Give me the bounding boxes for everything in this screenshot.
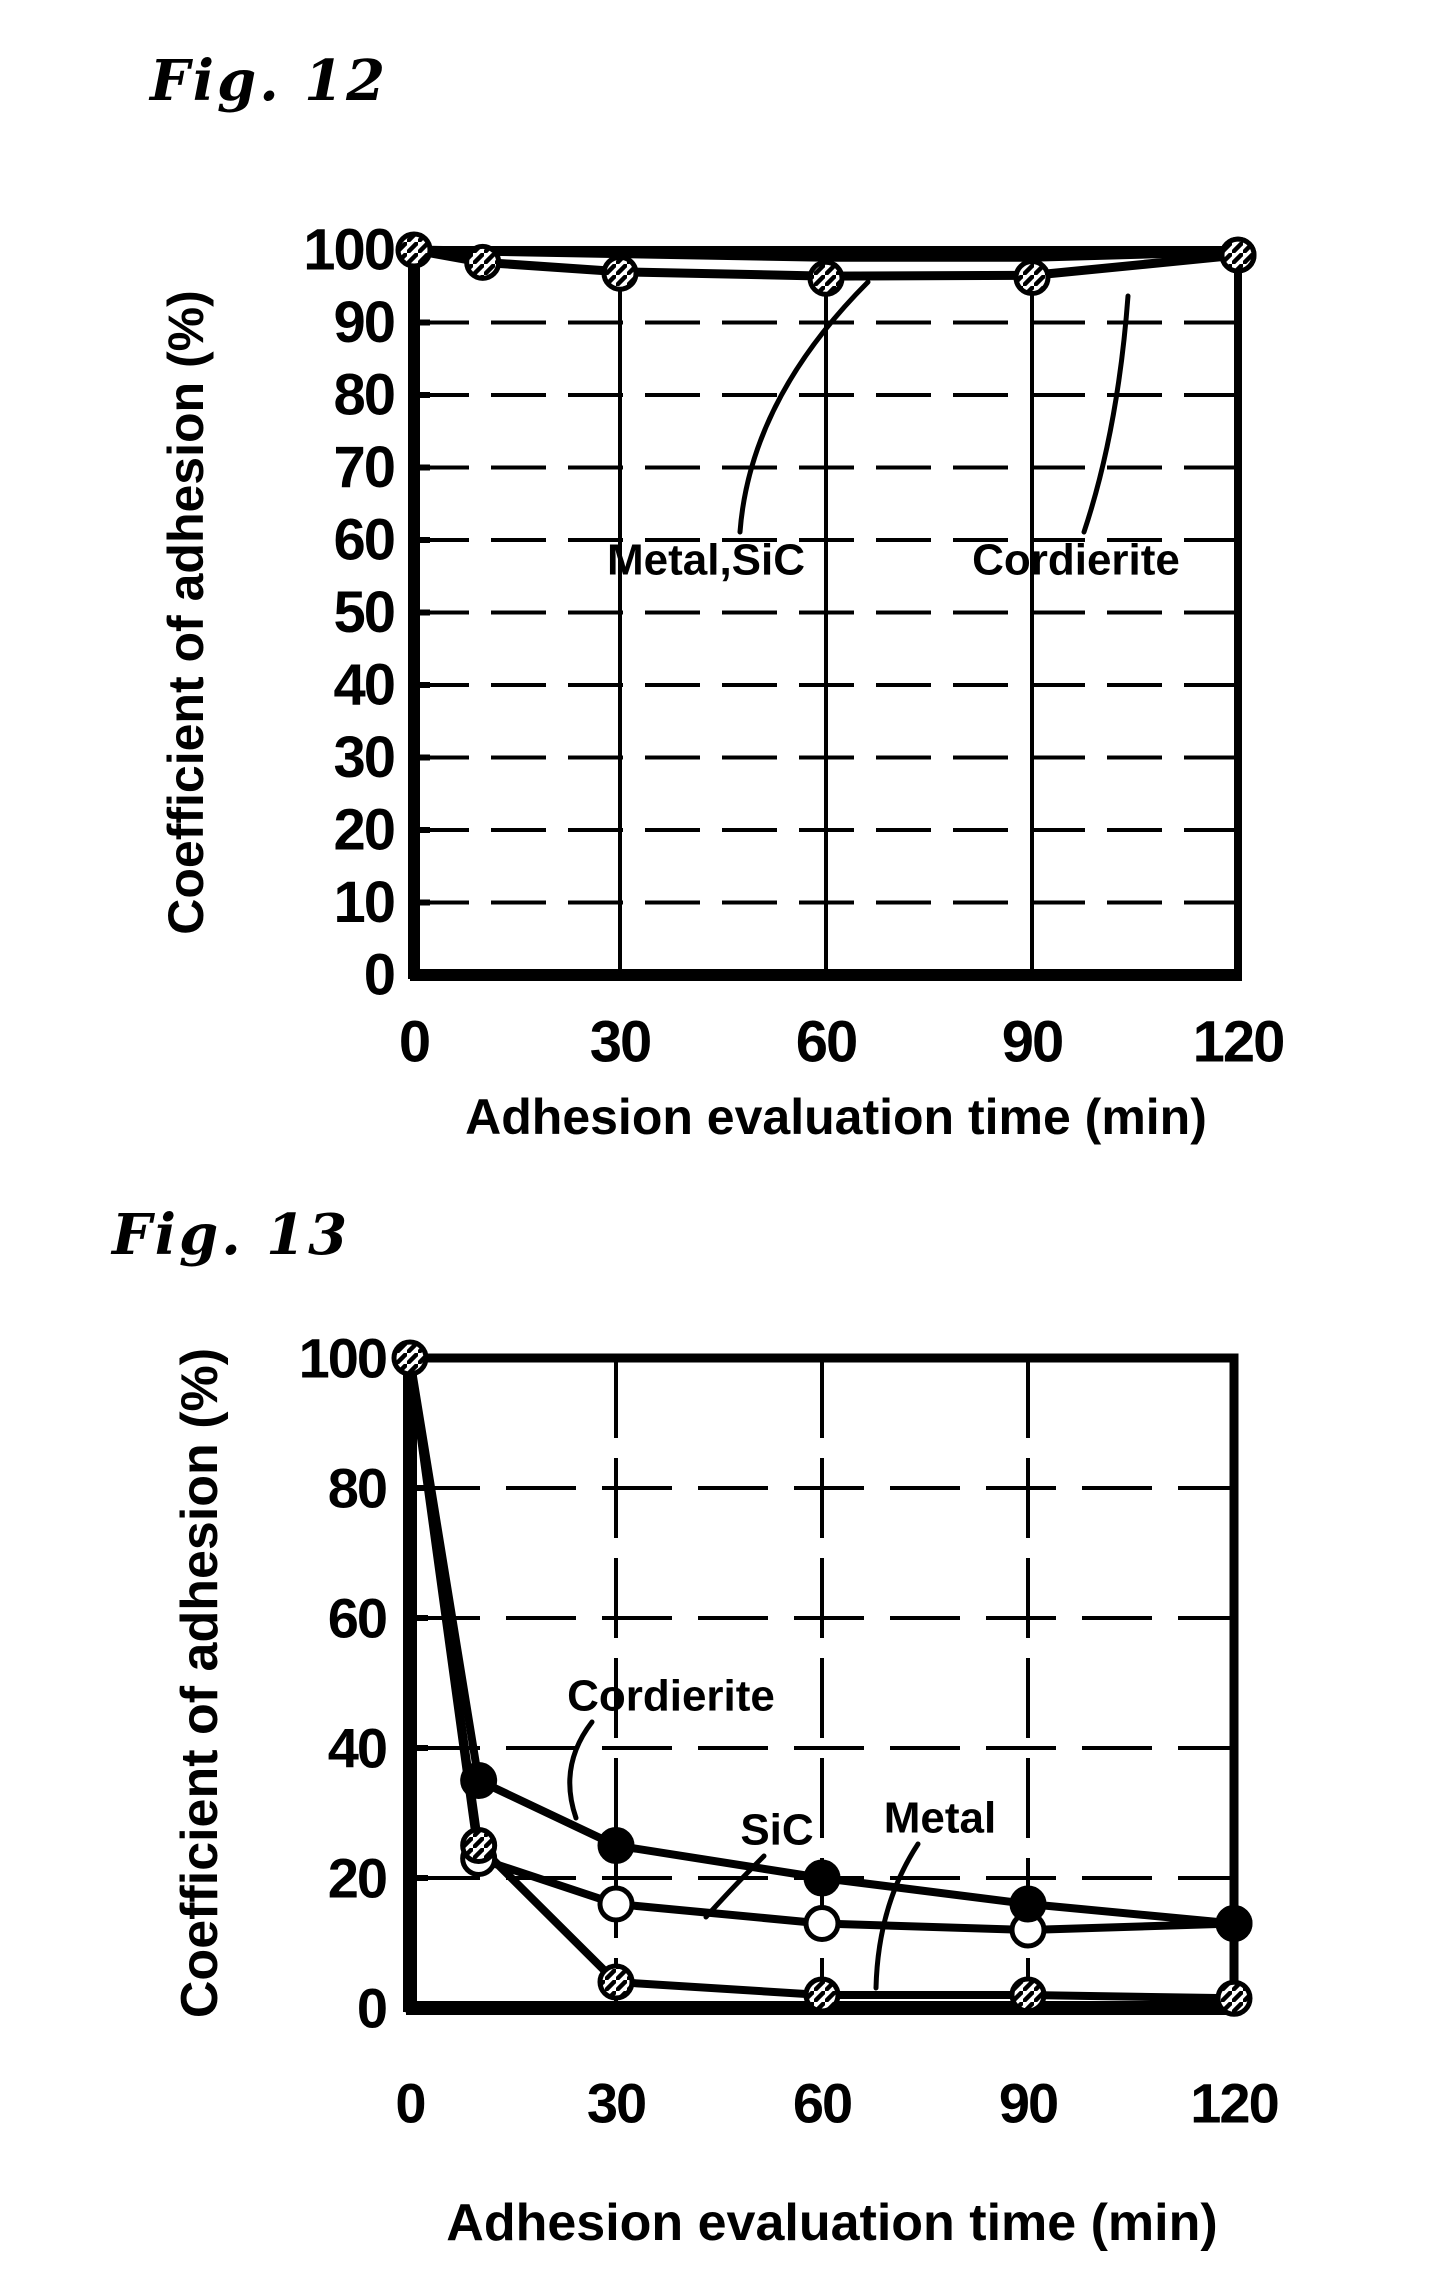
fig13-series-sic-line xyxy=(406,1354,1238,1934)
hatched-circle-marker xyxy=(1013,259,1051,297)
hatched-circle-marker xyxy=(807,259,845,297)
hatched-circle-marker xyxy=(1009,1976,1047,2014)
fig13-chart: 0 20 40 60 80 100 0 30 60 90 120 Cordierite SiC Metal… xyxy=(171,1327,1280,2253)
fig13-xtick-label: 60 xyxy=(793,2072,851,2135)
filled-circle-marker xyxy=(1009,1885,1047,1923)
fig12-chart: 0 10 20 30 40 50 60 70 80 90 100 0 30 60 90 120 Metal,Si… xyxy=(158,218,1286,1146)
fig12-ytick-label: 20 xyxy=(333,798,394,863)
annotation-leader-line xyxy=(873,1841,921,1991)
fig12-ytick-label: 90 xyxy=(333,290,394,355)
fig13-annotation-metal: Metal xyxy=(873,1794,996,1991)
fig12-vgrid xyxy=(618,250,1034,975)
annotation-label: Cordierite xyxy=(567,1672,775,1721)
hatched-circle-marker xyxy=(1215,1979,1253,2017)
annotation-leader-line xyxy=(703,1853,767,1920)
filled-circle-marker xyxy=(460,1762,498,1799)
hatched-circle-marker xyxy=(395,231,433,269)
filled-circle-marker xyxy=(803,1859,841,1897)
fig12-xtick-label: 120 xyxy=(1193,1010,1284,1075)
annotation-label: Metal xyxy=(884,1794,996,1843)
fig13-xtick-label: 0 xyxy=(395,2072,424,2135)
fig13-ytick-label: 80 xyxy=(328,1457,386,1520)
fig12-xtick-label: 60 xyxy=(796,1010,857,1075)
fig12-xtick-label: 0 xyxy=(399,1010,429,1075)
fig13-ytick-labels: 0 20 40 60 80 100 xyxy=(299,1327,388,2040)
annotation-label: Metal,SiC xyxy=(607,536,805,585)
fig12-series-cordierite-line xyxy=(409,245,1243,262)
hatched-circle-marker xyxy=(464,243,502,281)
open-circle-marker xyxy=(597,1885,635,1923)
fig12-yaxis-title: Coefficient of adhesion (%) xyxy=(158,290,214,934)
hatched-circle-marker xyxy=(597,1963,635,2001)
fig12-ytick-label: 80 xyxy=(333,363,394,428)
fig13-xtick-label: 30 xyxy=(587,2072,645,2135)
annotation-label: SiC xyxy=(740,1806,813,1855)
filled-circle-marker xyxy=(1215,1905,1253,1942)
fig13-yaxis-title: Coefficient of adhesion (%) xyxy=(171,1348,229,2018)
fig12-annotation-metal-sic: Metal,SiC xyxy=(607,279,871,585)
fig12-ytick-label: 40 xyxy=(333,653,394,718)
fig13-series-cordierite-markers xyxy=(460,1762,1253,1942)
fig13-series-metal-line xyxy=(406,1354,1238,2003)
fig12-ytick-label: 60 xyxy=(333,508,394,573)
fig13-ytick-label: 60 xyxy=(328,1587,386,1650)
fig13-series-cordierite-line xyxy=(406,1354,1238,1928)
fig13-annotation-sic: SiC xyxy=(703,1806,814,1920)
hatched-circle-marker xyxy=(601,254,639,292)
fig13-ytick-label: 40 xyxy=(328,1717,386,1780)
fig13-xtick-label: 120 xyxy=(1190,2072,1277,2135)
annotation-leader-line xyxy=(567,1719,595,1821)
annotation-leader-line xyxy=(737,279,871,535)
hatched-circle-marker xyxy=(391,1339,429,1377)
figure-12-title: Fig. 12 xyxy=(150,48,389,114)
filled-circle-marker xyxy=(597,1827,635,1864)
hatched-circle-marker xyxy=(803,1976,841,2014)
fig12-xtick-label: 30 xyxy=(590,1010,651,1075)
fig12-annotation-cordierite: Cordierite xyxy=(972,293,1180,585)
fig12-ytick-label: 70 xyxy=(333,435,394,500)
annotation-leader-line xyxy=(1081,293,1131,535)
hatched-circle-marker xyxy=(460,1827,498,1864)
hatched-circle-marker xyxy=(1219,236,1257,274)
fig12-ytick-label: 50 xyxy=(333,580,394,645)
figure-13-title: Fig. 13 xyxy=(112,1202,351,1268)
fig12-xtick-label: 90 xyxy=(1002,1010,1063,1075)
fig13-ytick-label: 0 xyxy=(357,1977,386,2040)
open-circle-marker xyxy=(803,1905,841,1942)
fig12-ytick-label: 10 xyxy=(333,870,394,935)
annotation-label: Cordierite xyxy=(972,536,1180,585)
fig13-series-metal-markers xyxy=(391,1339,1253,2017)
fig12-ytick-label: 30 xyxy=(333,725,394,790)
fig12-series-metal-sic-markers xyxy=(395,231,1257,297)
fig12-ytick-label: 0 xyxy=(364,943,394,1008)
fig12-xaxis-title: Adhesion evaluation time (min) xyxy=(465,1089,1207,1145)
fig13-xtick-label: 90 xyxy=(999,2072,1057,2135)
fig13-xaxis-title: Adhesion evaluation time (min) xyxy=(446,2194,1217,2252)
fig13-annotation-cordierite: Cordierite xyxy=(567,1672,775,1821)
fig12-ytick-labels: 0 10 20 30 40 50 60 70 80 90 100 xyxy=(303,218,396,1008)
fig12-xtick-labels: 0 30 60 90 120 xyxy=(399,1010,1286,1075)
fig13-ytick-label: 100 xyxy=(299,1327,386,1390)
fig12-ytick-label: 100 xyxy=(303,218,394,283)
fig13-ytick-label: 20 xyxy=(328,1847,386,1910)
fig13-xtick-labels: 0 30 60 90 120 xyxy=(395,2072,1279,2135)
